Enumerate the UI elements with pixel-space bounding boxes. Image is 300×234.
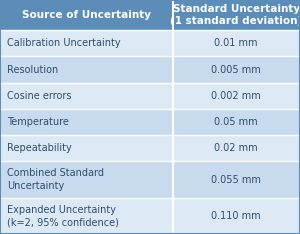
Bar [172, 109, 300, 135]
Text: Expanded Uncertainty
(k=2, 95% confidence): Expanded Uncertainty (k=2, 95% confidenc… [7, 205, 119, 227]
Text: Combined Standard
Uncertainty: Combined Standard Uncertainty [7, 168, 104, 191]
Bar [172, 56, 300, 83]
Bar [172, 198, 300, 234]
Bar [172, 135, 300, 161]
Text: Standard Uncertainty
(1 standard deviation): Standard Uncertainty (1 standard deviati… [170, 4, 300, 26]
Text: Repeatability: Repeatability [7, 143, 72, 153]
Bar [172, 30, 300, 56]
Bar [0, 198, 172, 234]
Bar [172, 0, 300, 30]
Text: 0.05 mm: 0.05 mm [214, 117, 258, 127]
Text: Resolution: Resolution [7, 65, 58, 75]
Bar [0, 161, 172, 198]
Text: Source of Uncertainty: Source of Uncertainty [22, 10, 151, 20]
Bar [0, 30, 172, 56]
Text: 0.055 mm: 0.055 mm [211, 175, 261, 185]
Bar [0, 135, 172, 161]
Text: Calibration Uncertainty: Calibration Uncertainty [7, 38, 121, 48]
Text: 0.005 mm: 0.005 mm [212, 65, 261, 75]
Text: Cosine errors: Cosine errors [7, 91, 71, 101]
Bar [0, 109, 172, 135]
Text: 0.01 mm: 0.01 mm [214, 38, 258, 48]
Bar [172, 83, 300, 109]
Bar [0, 83, 172, 109]
Bar [0, 0, 172, 30]
Text: Temperature: Temperature [7, 117, 69, 127]
Bar [0, 56, 172, 83]
Text: 0.002 mm: 0.002 mm [212, 91, 261, 101]
Bar [172, 161, 300, 198]
Text: 0.110 mm: 0.110 mm [212, 211, 261, 221]
Text: 0.02 mm: 0.02 mm [214, 143, 258, 153]
